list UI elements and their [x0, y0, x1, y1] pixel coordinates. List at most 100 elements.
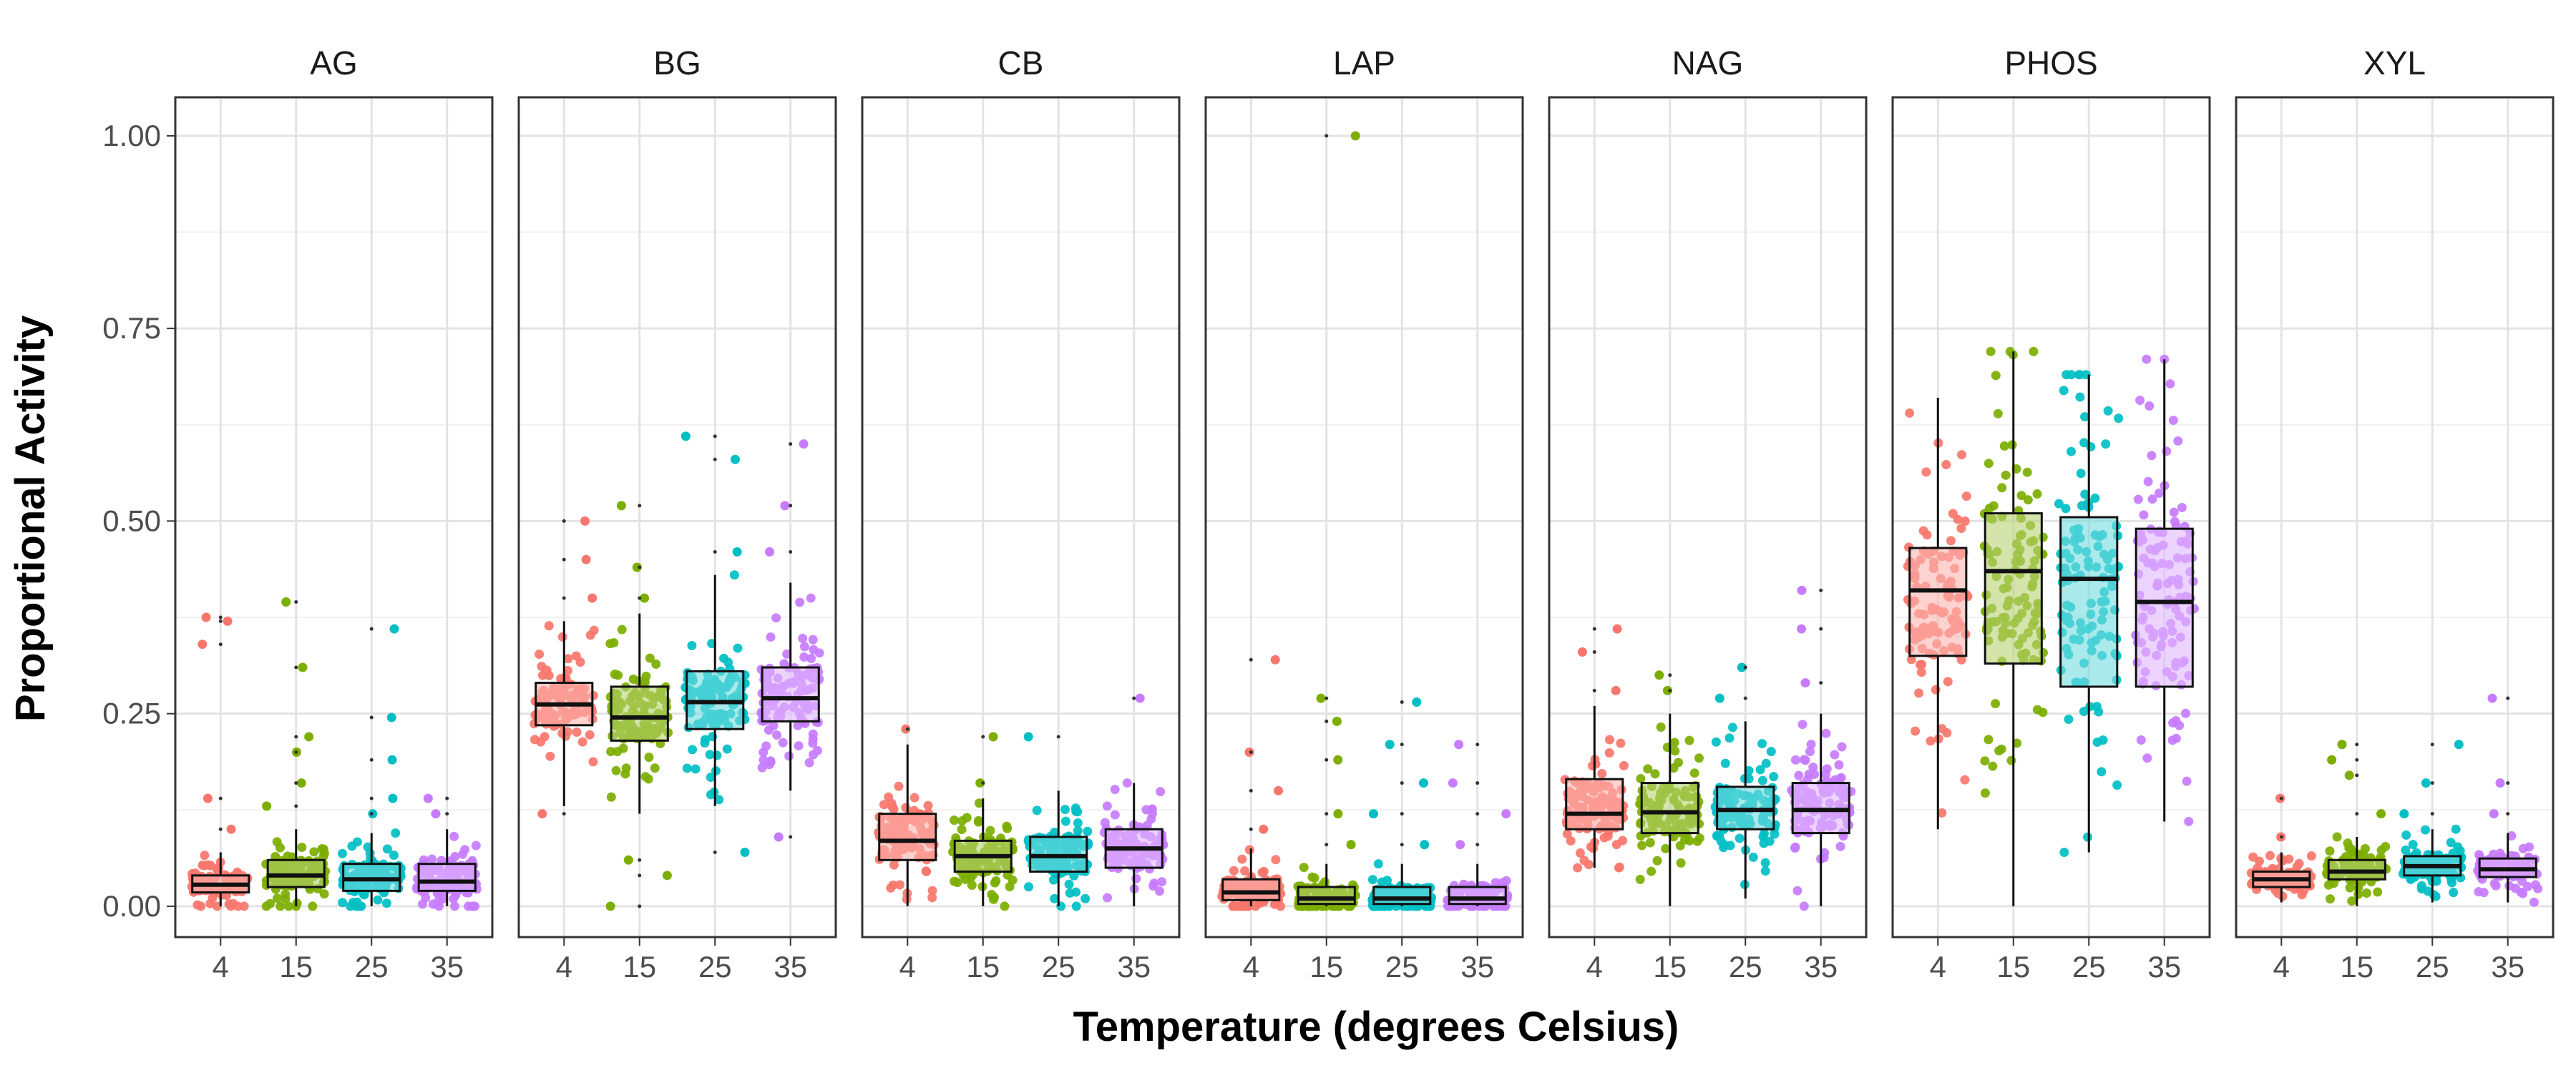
box-ag-35	[412, 793, 482, 911]
jitter-point	[1299, 863, 1309, 873]
jitter-point	[352, 837, 362, 847]
jitter-point	[2523, 881, 2533, 891]
box-iqr	[1297, 886, 1356, 906]
jitter-point	[793, 720, 803, 730]
jitter-point	[1676, 858, 1686, 868]
jitter-point	[2446, 838, 2456, 848]
outlier-point	[294, 599, 298, 604]
jitter-point	[1071, 901, 1081, 911]
jitter-point	[617, 624, 627, 635]
jitter-point	[1735, 833, 1745, 843]
jitter-point	[203, 793, 213, 803]
jitter-point	[1060, 816, 1070, 826]
jitter-point	[1050, 893, 1060, 903]
jitter-point	[2401, 845, 2411, 855]
jitter-point	[557, 632, 567, 642]
jitter-point	[974, 798, 984, 808]
jitter-point	[1575, 848, 1585, 858]
outlier-point	[1324, 812, 1329, 816]
jitter-point	[2248, 852, 2258, 862]
jitter-point	[1800, 755, 1810, 765]
jitter-point	[1611, 685, 1621, 695]
jitter-point	[2401, 830, 2411, 840]
outlier-point	[1475, 743, 1480, 747]
jitter-point	[729, 570, 739, 580]
x-tick-label: 15	[623, 950, 656, 984]
jitter-point	[1635, 874, 1645, 884]
jitter-point	[1960, 516, 1970, 526]
jitter-point	[1373, 859, 1383, 869]
y-tick-label: 0.00	[102, 889, 161, 923]
jitter-point	[732, 547, 742, 557]
jitter-point	[387, 755, 397, 765]
jitter-point	[779, 659, 789, 669]
panel-border	[517, 96, 837, 939]
jitter-point	[1946, 536, 1956, 546]
jitter-point	[423, 793, 433, 803]
jitter-point	[1980, 756, 1990, 766]
jitter-point	[2147, 451, 2157, 461]
x-tick-label: 25	[698, 950, 732, 984]
jitter-point	[338, 898, 348, 908]
outlier-point	[369, 812, 374, 816]
outlier-point	[1475, 843, 1480, 847]
jitter-point	[1650, 769, 1660, 779]
jitter-point	[989, 892, 999, 902]
outlier-point	[1400, 743, 1404, 747]
jitter-point	[2006, 755, 2016, 765]
jitter-point	[2086, 441, 2096, 451]
jitter-point	[2511, 883, 2521, 893]
x-tick-label: 35	[2147, 950, 2181, 984]
jitter-point	[1110, 785, 1120, 795]
jitter-point	[988, 732, 998, 742]
y-tick-label: 0.75	[102, 311, 161, 345]
outlier-point	[294, 804, 298, 808]
jitter-point	[1418, 778, 1428, 788]
jitter-point	[585, 730, 595, 740]
jitter-point	[887, 798, 897, 808]
jitter-point	[389, 851, 399, 861]
jitter-point	[1032, 805, 1042, 815]
jitter-point	[2173, 436, 2183, 446]
jitter-point	[1333, 755, 1343, 765]
jitter-point	[2325, 846, 2335, 856]
jitter-point	[1737, 662, 1747, 672]
jitter-point	[2376, 845, 2386, 855]
jitter-point	[2529, 897, 2539, 907]
jitter-point	[778, 738, 788, 748]
x-tick-label: 4	[556, 950, 572, 984]
outlier-point	[789, 504, 793, 508]
jitter-point	[1073, 825, 1083, 836]
jitter-point	[2135, 396, 2145, 406]
outlier-point	[2506, 696, 2510, 700]
jitter-point	[2029, 346, 2039, 356]
outlier-point	[1743, 665, 1747, 670]
jitter-point	[808, 635, 818, 645]
jitter-point	[1147, 804, 1157, 814]
jitter-point	[2059, 848, 2069, 858]
jitter-point	[382, 844, 392, 854]
jitter-point	[894, 880, 904, 890]
facet-cb: CB 4 15 25 35	[861, 44, 1181, 984]
jitter-point	[962, 813, 972, 823]
jitter-point	[2139, 510, 2149, 520]
jitter-point	[2416, 881, 2426, 891]
jitter-point	[1822, 764, 1832, 774]
jitter-point	[363, 842, 373, 852]
jitter-point	[632, 562, 642, 572]
jitter-point	[1603, 831, 1613, 841]
outlier-point	[2430, 743, 2434, 747]
box-xyl-4	[2246, 793, 2316, 903]
jitter-point	[2265, 851, 2275, 861]
jitter-point	[239, 901, 249, 911]
jitter-point	[275, 901, 286, 911]
jitter-point	[1597, 768, 1607, 778]
jitter-point	[2154, 488, 2164, 498]
jitter-point	[1332, 716, 1342, 726]
jitter-point	[2489, 809, 2499, 819]
jitter-point	[1937, 724, 1947, 734]
jitter-point	[1316, 693, 1326, 703]
outlier-point	[294, 665, 298, 670]
